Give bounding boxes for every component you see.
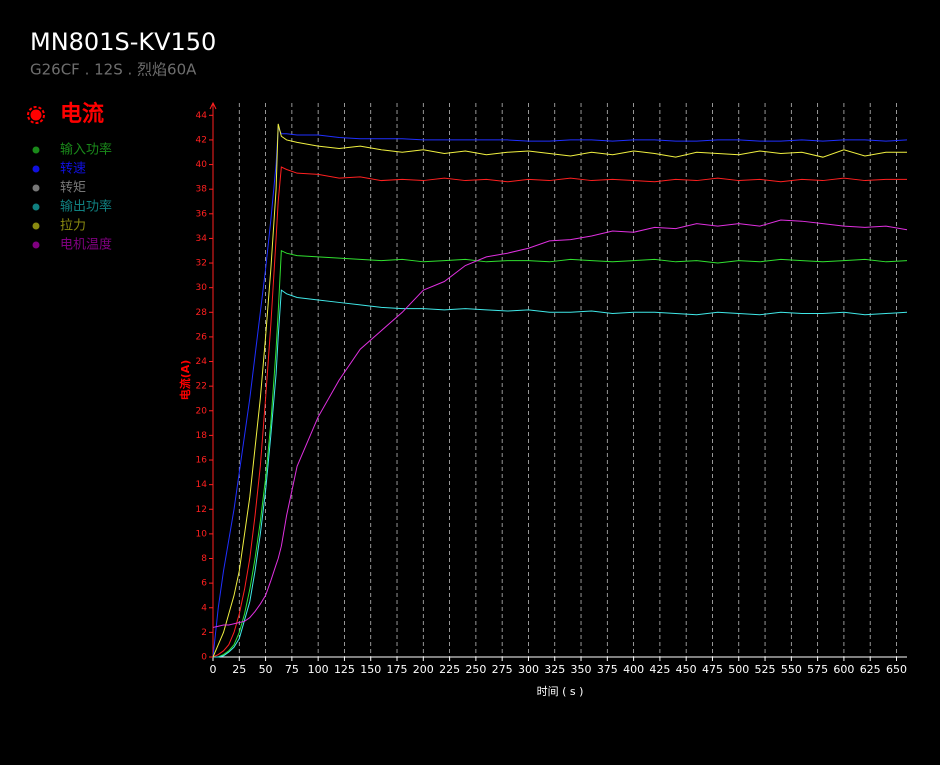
legend-label[interactable]: 输出功率: [60, 199, 112, 215]
legend-marker: [32, 165, 40, 173]
legend-marker: [32, 222, 40, 230]
x-tick-label: 600: [833, 663, 854, 676]
y-tick-label: 4: [201, 603, 207, 613]
x-tick-label: 200: [413, 663, 434, 676]
y-tick-label: 22: [196, 382, 207, 392]
series-line: [212, 166, 907, 658]
y-axis-label: 电流(A): [178, 360, 192, 401]
y-tick-label: 42: [196, 135, 207, 145]
y-tick-label: 8: [201, 554, 207, 564]
x-tick-label: 275: [492, 663, 513, 676]
x-tick-label: 425: [649, 663, 670, 676]
x-axis-label: 时间 ( s ): [537, 685, 584, 698]
x-tick-label: 650: [886, 663, 907, 676]
x-tick-label: 375: [597, 663, 618, 676]
y-tick-label: 34: [196, 234, 208, 244]
legend-label[interactable]: 输入功率: [60, 142, 112, 158]
x-tick-label: 625: [860, 663, 881, 676]
legend-label[interactable]: 拉力: [60, 219, 86, 234]
y-tick-label: 14: [196, 480, 208, 490]
legend-active[interactable]: 电流: [60, 101, 104, 127]
y-tick-label: 20: [196, 406, 208, 416]
y-tick-label: 12: [196, 505, 207, 515]
x-tick-label: 50: [259, 663, 273, 676]
legend-marker: [32, 146, 40, 154]
x-tick-label: 350: [571, 663, 592, 676]
x-tick-label: 175: [387, 663, 408, 676]
y-tick-label: 24: [196, 357, 208, 367]
legend-marker: [32, 184, 40, 192]
y-tick-label: 28: [196, 308, 208, 318]
legend-label[interactable]: 电机温度: [60, 237, 112, 253]
x-tick-label: 400: [623, 663, 644, 676]
series-line: [212, 219, 908, 628]
x-tick-label: 325: [544, 663, 565, 676]
legend-icon: [27, 106, 45, 124]
legend-label[interactable]: 转速: [60, 162, 86, 177]
chart-subtitle: G26CF . 12S . 烈焰60A: [30, 61, 197, 79]
x-tick-label: 25: [232, 663, 246, 676]
x-tick-label: 250: [465, 663, 486, 676]
y-tick-label: 0: [201, 653, 207, 663]
legend-label[interactable]: 转矩: [60, 181, 86, 196]
x-tick-label: 75: [285, 663, 299, 676]
x-tick-label: 225: [439, 663, 460, 676]
x-tick-label: 100: [308, 663, 329, 676]
x-tick-label: 125: [334, 663, 355, 676]
x-tick-label: 525: [755, 663, 776, 676]
series-line: [212, 123, 907, 658]
y-axis-arrow: [209, 101, 217, 110]
series-line: [213, 289, 908, 658]
y-tick-label: 36: [196, 209, 208, 219]
series-line: [213, 249, 908, 658]
y-tick-label: 30: [196, 283, 208, 293]
y-tick-label: 40: [196, 160, 208, 170]
legend-marker: [32, 241, 40, 249]
x-tick-label: 150: [360, 663, 381, 676]
x-tick-label: 575: [807, 663, 828, 676]
y-tick-label: 32: [196, 259, 207, 269]
y-tick-label: 18: [196, 431, 208, 441]
legend-marker: [32, 203, 40, 211]
series-line: [212, 125, 908, 658]
y-tick-label: 2: [201, 628, 207, 638]
x-tick-label: 550: [781, 663, 802, 676]
y-tick-label: 38: [196, 185, 208, 195]
x-tick-label: 500: [728, 663, 749, 676]
y-tick-label: 16: [196, 456, 208, 466]
x-tick-label: 300: [518, 663, 539, 676]
x-tick-label: 0: [210, 663, 217, 676]
chart-title: MN801S-KV150: [30, 28, 216, 56]
x-tick-label: 450: [676, 663, 697, 676]
y-tick-label: 26: [196, 332, 208, 342]
y-tick-label: 6: [201, 579, 207, 589]
y-tick-label: 10: [196, 529, 208, 539]
x-tick-label: 475: [702, 663, 723, 676]
y-tick-label: 44: [196, 111, 208, 121]
